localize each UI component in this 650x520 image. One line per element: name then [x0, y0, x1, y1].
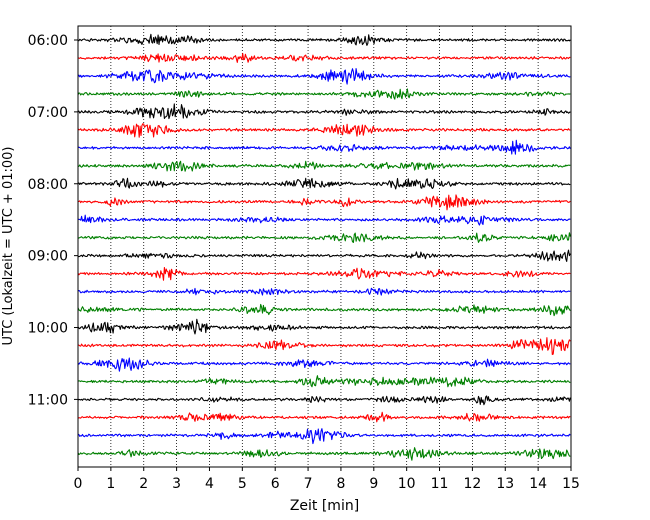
trace-1030 [77, 357, 571, 372]
x-tick-label: 1 [106, 476, 115, 492]
x-tick-label: 15 [562, 476, 580, 492]
y-tick-label: 07:00 [28, 105, 68, 121]
x-tick-label: 12 [463, 476, 481, 492]
x-tick-label: 3 [172, 476, 181, 492]
trace-0645 [77, 88, 571, 100]
trace-0730 [77, 139, 571, 155]
x-tick-label: 2 [139, 476, 148, 492]
plot-frame [77, 25, 572, 468]
x-axis-ticks: 0 1 2 3 4 5 6 7 8 9 10 11 12 13 14 15 [74, 467, 580, 492]
x-tick-label: 10 [398, 476, 416, 492]
trace-0930 [77, 287, 571, 296]
trace-0700 [77, 103, 571, 120]
trace-0615 [77, 52, 571, 63]
trace-0715 [77, 123, 571, 138]
x-axis-label: Zeit [min] [290, 498, 359, 514]
trace-0900 [77, 249, 571, 262]
x-tick-label: 5 [238, 476, 247, 492]
trace-1145 [77, 447, 571, 461]
trace-1045 [77, 375, 571, 388]
x-tick-label: 13 [496, 476, 514, 492]
x-tick-label: 4 [205, 476, 214, 492]
trace-1130 [77, 428, 571, 445]
y-tick-label: 11:00 [28, 392, 68, 408]
trace-0745 [77, 160, 571, 172]
y-tick-label: 08:00 [28, 177, 68, 193]
y-tick-label: 09:00 [28, 249, 68, 265]
trace-1015 [77, 337, 571, 355]
trace-0945 [77, 303, 571, 317]
y-tick-label: 10:00 [28, 321, 68, 337]
y-axis-ticks: 06:00 07:00 08:00 09:00 10:00 11:00 [28, 33, 78, 408]
x-tick-label: 9 [369, 476, 378, 492]
trace-0630 [77, 68, 571, 85]
trace-0845 [77, 232, 571, 243]
x-tick-label: 11 [431, 476, 449, 492]
y-axis-label: UTC (Lokalzeit = UTC + 01:00) [1, 147, 16, 346]
x-tick-label: 0 [74, 476, 83, 492]
trace-0800 [77, 177, 571, 190]
x-tick-label: 7 [304, 476, 313, 492]
trace-1115 [77, 411, 571, 423]
y-tick-label: 06:00 [28, 33, 68, 49]
trace-0600 [77, 33, 571, 46]
trace-0815 [77, 194, 571, 211]
x-tick-label: 8 [336, 476, 345, 492]
x-tick-label: 6 [271, 476, 280, 492]
trace-0915 [77, 266, 571, 281]
trace-0830 [77, 214, 571, 226]
trace-1000 [77, 318, 571, 335]
trace-1100 [77, 395, 571, 406]
trace-layer [77, 33, 571, 461]
x-tick-label: 14 [529, 476, 547, 492]
